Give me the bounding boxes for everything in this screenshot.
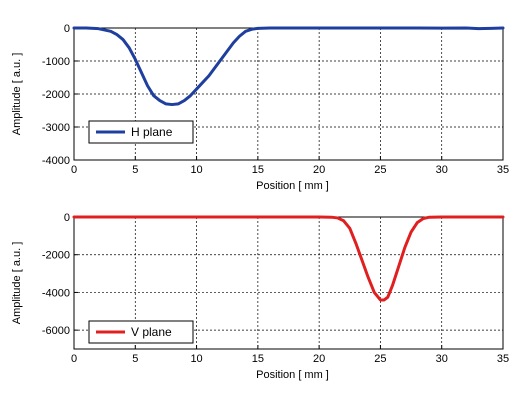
x-tick-label: 20 (313, 353, 325, 365)
x-tick-label: 35 (497, 353, 509, 365)
y-tick-label: -4000 (42, 287, 70, 299)
y-tick-label: -1000 (42, 56, 70, 68)
x-tick-label: 5 (132, 164, 138, 176)
x-tick-label: 30 (436, 164, 448, 176)
y-tick-labels: 0 -2000 -4000 -6000 (42, 212, 70, 337)
x-tick-labels: 0 5 10 15 20 25 30 35 (71, 353, 509, 365)
legend-box (88, 320, 194, 344)
x-tick-label: 15 (252, 353, 264, 365)
x-tick-label: 15 (252, 164, 264, 176)
series-layer (72, 26, 505, 107)
y-tick-label: 0 (64, 212, 70, 224)
legend: V plane (88, 320, 194, 344)
y-axis-label: Amplitude [ a.u. ] (11, 242, 23, 325)
x-tick-label: 0 (71, 164, 77, 176)
legend-box (88, 120, 194, 144)
y-tick-label: 0 (64, 23, 70, 35)
legend-label-h-plane: H plane (131, 125, 173, 139)
y-tick-label: -6000 (42, 325, 70, 337)
x-tick-label: 5 (132, 353, 138, 365)
chart-v-plane: 0 5 10 15 20 25 30 35 0 -2000 -4000 -6000 Position… (11, 212, 509, 381)
x-axis-label: Position [ mm ] (256, 369, 329, 381)
series-layer (72, 215, 505, 302)
series-line-v-plane (72, 215, 505, 302)
y-tick-label: -2000 (42, 250, 70, 262)
x-tick-label: 25 (374, 164, 386, 176)
x-tick-label: 20 (313, 164, 325, 176)
grid-lines (73, 27, 504, 161)
x-tick-label: 0 (71, 353, 77, 365)
y-axis-label: Amplitude [ a.u. ] (11, 53, 23, 136)
series-line-h-plane (72, 26, 505, 107)
x-tick-label: 30 (436, 353, 448, 365)
y-tick-label: -2000 (42, 89, 70, 101)
x-tick-label: 25 (374, 353, 386, 365)
legend: H plane (88, 120, 194, 144)
x-tick-labels: 0 5 10 15 20 25 30 35 (71, 164, 509, 176)
x-tick-label: 35 (497, 164, 509, 176)
y-tick-label: -3000 (42, 122, 70, 134)
x-tick-label: 10 (190, 353, 202, 365)
y-tick-label: -4000 (42, 155, 70, 167)
x-axis-label: Position [ mm ] (256, 180, 329, 192)
legend-label-v-plane: V plane (131, 325, 172, 339)
y-tick-labels: 0 -1000 -2000 -3000 -4000 (42, 23, 70, 167)
chart-h-plane: 0 5 10 15 20 25 30 35 0 -1000 -2000 -3000 -4000 Pos… (11, 23, 509, 192)
x-tick-label: 10 (190, 164, 202, 176)
